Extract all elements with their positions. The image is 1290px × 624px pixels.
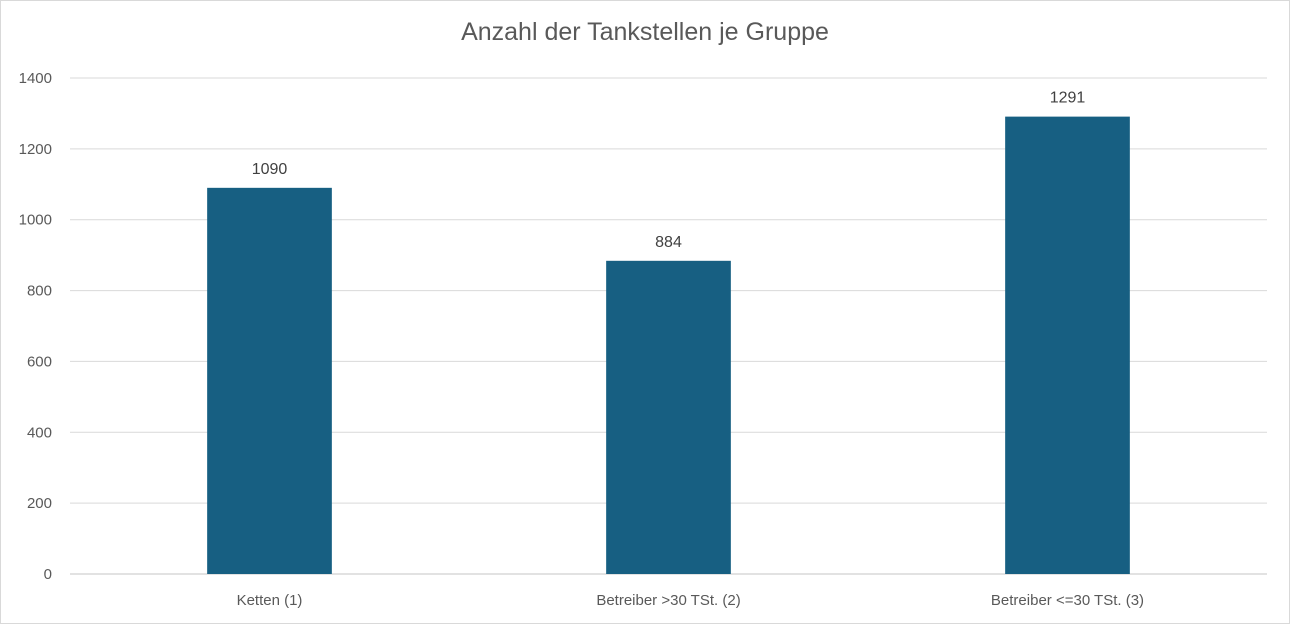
- data-labels: 1090 884 1291: [252, 90, 1086, 251]
- x-tick-label: Betreiber <=30 TSt. (3): [991, 592, 1144, 609]
- chart-title: Anzahl der Tankstellen je Gruppe: [461, 18, 829, 46]
- bar: [207, 187, 332, 575]
- x-axis-tick-labels: Ketten (1) Betreiber >30 TSt. (2) Betreibe…: [237, 592, 1145, 609]
- y-tick-label: 800: [27, 283, 52, 300]
- x-tick-label: Ketten (1): [237, 592, 303, 609]
- y-tick-label: 0: [44, 566, 52, 583]
- bars: [207, 116, 1130, 575]
- y-tick-label: 1400: [19, 70, 52, 87]
- y-tick-label: 1000: [19, 212, 52, 229]
- y-tick-label: 600: [27, 353, 52, 370]
- y-axis-tick-labels: 0 200 400 600 800 1000 1200 1400: [19, 70, 52, 583]
- bar: [606, 260, 731, 574]
- bar: [1005, 116, 1130, 575]
- x-tick-label: Betreiber >30 TSt. (2): [596, 592, 740, 609]
- data-label: 1291: [1050, 90, 1086, 107]
- y-tick-label: 1200: [19, 141, 52, 158]
- data-label: 1090: [252, 161, 288, 178]
- data-label: 884: [655, 234, 682, 251]
- y-tick-label: 400: [27, 424, 52, 441]
- y-tick-label: 200: [27, 495, 52, 512]
